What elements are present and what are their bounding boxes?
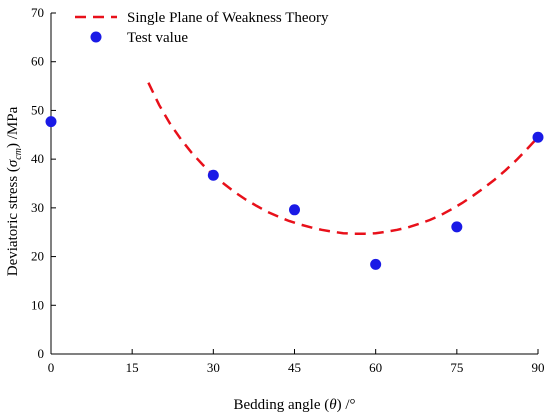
- x-tick-label: 0: [48, 360, 55, 375]
- y-tick-label: 20: [31, 249, 44, 264]
- legend-label-theory: Single Plane of Weakness Theory: [127, 10, 329, 26]
- y-axis-title: Deviatoric stress (σcm) /MPa: [5, 106, 24, 276]
- x-axis-title: Bedding angle (θ) /°: [233, 397, 355, 413]
- theory-curve: [147, 82, 539, 235]
- x-tick-label: 45: [288, 360, 301, 375]
- y-tick-label: 40: [31, 151, 44, 166]
- y-tick-label: 0: [38, 346, 45, 361]
- x-tick-label: 60: [369, 360, 382, 375]
- test-value-point: [289, 204, 300, 216]
- test-value-point: [532, 131, 544, 143]
- y-tick-label: 50: [31, 102, 44, 117]
- y-tick-label: 10: [31, 297, 44, 312]
- x-tick-label: 15: [126, 360, 139, 375]
- x-tick-label: 30: [207, 360, 220, 375]
- test-value-point: [45, 116, 57, 128]
- legend-marker-swatch: [90, 31, 102, 43]
- test-value-point: [207, 169, 219, 181]
- x-tick-label: 75: [450, 360, 463, 375]
- axes: [50, 13, 538, 355]
- test-value-point: [451, 221, 463, 233]
- x-axis-ticks: 0 15 30 45 60 75 90: [48, 349, 545, 375]
- y-tick-label: 60: [31, 54, 44, 69]
- plot-area: [45, 82, 544, 270]
- y-axis-ticks: 0 10 20 30 40 50 60 70: [31, 5, 56, 361]
- y-tick-label: 30: [31, 200, 44, 215]
- test-value-point: [370, 258, 382, 270]
- legend: Single Plane of Weakness Theory Test val…: [75, 10, 329, 46]
- legend-label-test-value: Test value: [127, 30, 188, 46]
- x-tick-label: 90: [532, 360, 545, 375]
- y-tick-label: 70: [31, 5, 44, 20]
